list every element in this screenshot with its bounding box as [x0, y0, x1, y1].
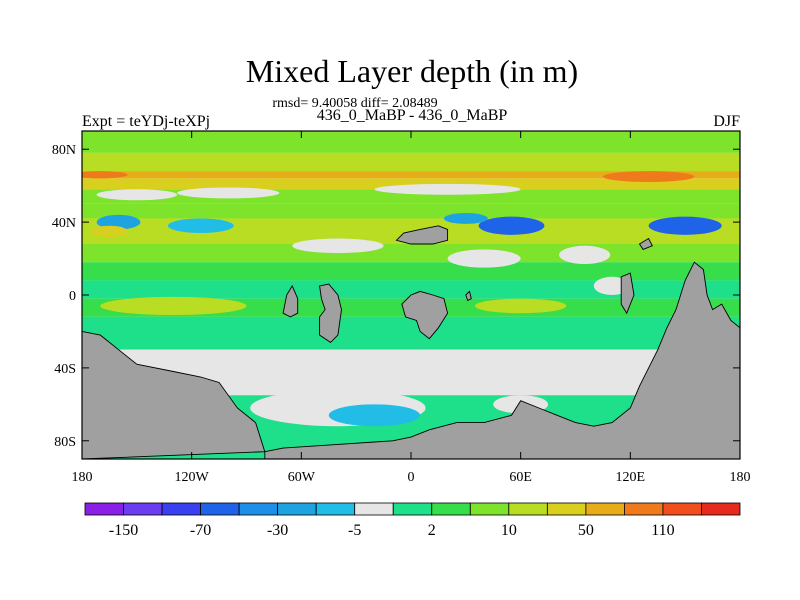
- colorbar-label: -30: [267, 522, 288, 539]
- field-patch-4: [82, 171, 128, 179]
- colorbar-box-11: [508, 502, 548, 516]
- season-label: DJF: [713, 113, 740, 130]
- x-axis: 180 120W 60W 0 60E 120E 180: [72, 131, 751, 485]
- colorbar-label: -70: [190, 522, 211, 539]
- y-tick-label: 80N: [52, 143, 76, 158]
- colorbar-box-12: [546, 502, 587, 516]
- field-patch-16: [474, 298, 567, 314]
- colorbar-box-4: [238, 502, 279, 516]
- colorbar-box-2: [161, 502, 201, 516]
- comparison-label: 436_0_MaBP - 436_0_MaBP: [317, 107, 508, 124]
- x-tick-label: 0: [408, 470, 415, 485]
- field-band-3: [82, 178, 740, 190]
- colorbar-box-16: [701, 502, 741, 516]
- field-band-6: [82, 218, 740, 234]
- colorbar-label: 110: [651, 522, 674, 539]
- chart-subtitle: rmsd= 9.40058 diff= 2.08489: [272, 96, 437, 111]
- y-tick-label: 0: [69, 289, 76, 304]
- land-mask-0: [82, 330, 266, 459]
- land-mask-6: [620, 272, 635, 315]
- plot-area: [82, 131, 740, 459]
- x-tick-label: 180: [72, 470, 93, 485]
- land-mask-7: [638, 237, 653, 250]
- land-mask-1: [264, 261, 740, 459]
- field-band-9: [82, 262, 740, 281]
- colorbar-box-3: [200, 502, 240, 516]
- field-patch-15: [100, 296, 247, 316]
- colorbar-label: 10: [501, 522, 517, 539]
- field-band-10: [82, 280, 740, 299]
- land-mask-5: [395, 225, 449, 245]
- x-tick-label: 120W: [175, 470, 210, 485]
- field-patch-3: [602, 171, 695, 183]
- land-mask-8: [465, 290, 472, 302]
- field-patch-8: [443, 213, 488, 224]
- colorbar-box-6: [315, 502, 356, 516]
- colorbar: -150 -70 -30 -5 2 10 50 110: [84, 502, 741, 539]
- colorbar-box-7: [354, 502, 394, 516]
- colorbar-box-0: [84, 502, 124, 516]
- field-band-12: [82, 316, 740, 350]
- field-patch-13: [559, 245, 611, 265]
- field-patch-7: [478, 216, 545, 235]
- field-band-5: [82, 203, 740, 219]
- field-patch-11: [292, 238, 384, 254]
- field-patch-10: [91, 225, 128, 237]
- y-axis: 80N 40N 0 40S 80S: [52, 143, 740, 450]
- field-patch-9: [648, 216, 722, 235]
- x-tick-label: 180: [730, 470, 751, 485]
- field-patch-1: [177, 187, 280, 199]
- field-patch-5: [96, 214, 141, 230]
- colorbar-label: 50: [578, 522, 594, 539]
- colorbar-box-9: [431, 502, 471, 516]
- colorbar-box-5: [277, 502, 317, 516]
- colorbar-label: 2: [428, 522, 436, 539]
- y-tick-label: 80S: [54, 435, 76, 450]
- colorbar-box-14: [624, 502, 664, 516]
- field-patch-2: [374, 183, 521, 195]
- x-tick-label: 60W: [288, 470, 316, 485]
- field-band-1: [82, 152, 740, 172]
- colorbar-box-15: [662, 502, 702, 516]
- land-mask-4: [401, 290, 449, 340]
- colorbar-label: -150: [109, 522, 138, 539]
- field-patch-18: [328, 404, 421, 427]
- colorbar-box-1: [123, 502, 163, 516]
- y-tick-label: 40S: [54, 362, 76, 377]
- experiment-label: Expt = teYDj-teXPj: [82, 113, 210, 130]
- colorbar-label: -5: [348, 522, 361, 539]
- chart-title: Mixed Layer depth (in m): [246, 53, 578, 89]
- field-band-2: [82, 171, 740, 179]
- x-tick-label: 60E: [509, 470, 532, 485]
- field-patch-6: [167, 218, 234, 234]
- x-tick-label: 120E: [616, 470, 646, 485]
- colorbar-box-8: [392, 502, 433, 516]
- field-band-0: [82, 131, 740, 153]
- land-mask-2: [282, 284, 299, 318]
- colorbar-box-13: [585, 502, 625, 516]
- field-patch-12: [447, 249, 521, 268]
- colorbar-box-10: [469, 502, 510, 516]
- land-mask-3: [319, 283, 342, 343]
- field-patch-0: [96, 189, 178, 201]
- y-tick-label: 40N: [52, 216, 76, 231]
